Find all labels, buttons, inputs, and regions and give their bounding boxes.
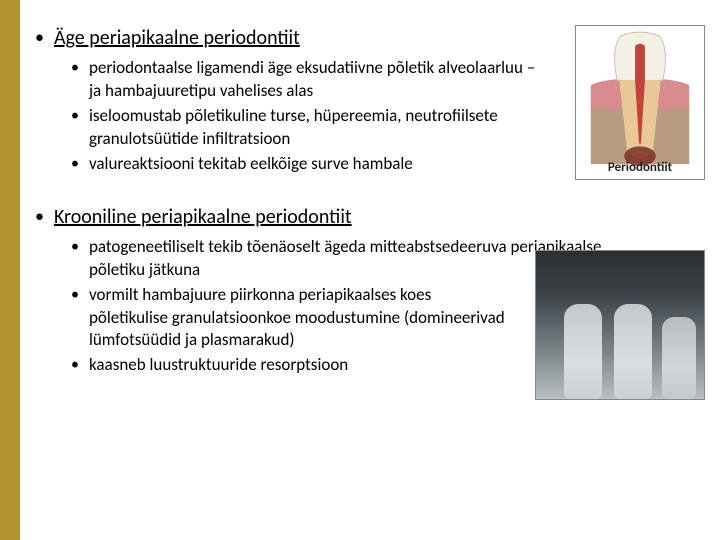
bullet-icon: • — [71, 236, 79, 258]
section-heading: Krooniline periapikaalne periodontiit — [54, 204, 352, 230]
xray-image — [535, 250, 705, 400]
section-chronic: • Krooniline periapikaalne periodontiit … — [35, 204, 705, 378]
bullet-icon: • — [35, 25, 44, 50]
slide-content: • Äge periapikaalne periodontiit • perio… — [35, 25, 705, 405]
list-item: • periodontaalse ligamendi äge eksudatii… — [71, 57, 551, 103]
list-item: • vormilt hambajuure piirkonna periapika… — [71, 284, 511, 353]
bullet-icon: • — [71, 284, 79, 306]
list-item: • iseloomustab põletikuline turse, hüper… — [71, 105, 551, 151]
tooth-svg — [576, 26, 704, 179]
list-text: iseloomustab põletikuline turse, hüperee… — [89, 105, 551, 151]
bullet-icon: • — [71, 153, 79, 175]
xray-graphic — [536, 251, 704, 399]
tooth-diagram-image: Periodontiit — [575, 25, 705, 180]
bullet-icon: • — [71, 354, 79, 376]
heading-row: • Krooniline periapikaalne periodontiit — [35, 204, 705, 230]
list-item: • valureaktsiooni tekitab eelkõige surve… — [71, 153, 551, 176]
list-text: periodontaalse ligamendi äge eksudatiivn… — [89, 57, 551, 103]
list-text: valureaktsiooni tekitab eelkõige surve h… — [89, 153, 551, 176]
section-acute: • Äge periapikaalne periodontiit • perio… — [35, 25, 705, 176]
list-text: vormilt hambajuure piirkonna periapikaal… — [89, 284, 511, 353]
bullet-icon: • — [35, 204, 44, 229]
bullet-icon: • — [71, 57, 79, 79]
section-heading: Äge periapikaalne periodontiit — [54, 25, 300, 51]
image-caption: Periodontiit — [576, 160, 704, 175]
bullet-icon: • — [71, 105, 79, 127]
left-accent-bar — [0, 0, 20, 540]
sub-list: • periodontaalse ligamendi äge eksudatii… — [71, 57, 551, 176]
